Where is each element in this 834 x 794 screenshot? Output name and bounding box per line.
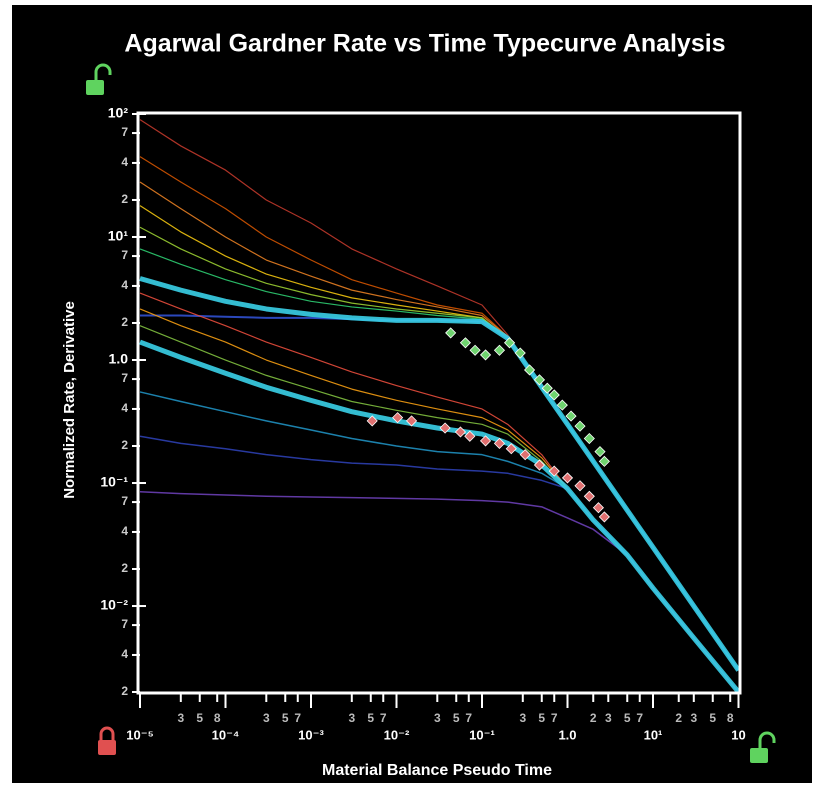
x-tick-label: 3 — [263, 711, 270, 725]
x-tick-label: 8 — [727, 711, 734, 725]
x-tick-label: 10⁻³ — [298, 727, 324, 742]
x-tick-label: 5 — [196, 711, 203, 725]
data-point — [594, 446, 606, 458]
typecurve — [139, 276, 740, 672]
x-tick-label: 7 — [380, 711, 387, 725]
data-point — [464, 430, 476, 442]
data-point — [445, 327, 457, 339]
y-tick-label: 7 — [121, 617, 128, 631]
lock-icon-top[interactable] — [86, 63, 112, 95]
x-tick-label: 10⁻¹ — [469, 727, 495, 742]
x-tick-label: 5 — [282, 711, 289, 725]
x-tick-label: 10¹ — [644, 727, 663, 742]
x-tick-label: 5 — [709, 711, 716, 725]
data-point — [565, 410, 577, 422]
data-point — [583, 490, 595, 502]
y-tick-label: 2 — [121, 192, 128, 206]
y-tick-label: 10² — [108, 105, 129, 121]
y-tick-label: 2 — [121, 561, 128, 575]
y-tick-label: 4 — [121, 524, 128, 538]
y-tick-label: 10⁻¹ — [100, 474, 128, 490]
data-point — [533, 459, 546, 471]
x-tick-label: 1.0 — [558, 727, 576, 742]
y-tick-label: 4 — [121, 647, 128, 661]
data-point — [598, 511, 610, 523]
data-point — [583, 432, 595, 445]
data-point — [519, 449, 531, 461]
data-point — [405, 415, 418, 427]
x-tick-label: 10⁻⁴ — [212, 727, 240, 742]
y-tick-label: 4 — [121, 278, 128, 292]
plot-area — [139, 119, 740, 693]
y-tick-label: 2 — [121, 438, 128, 452]
x-tick-label: 8 — [214, 711, 221, 725]
data-point — [548, 465, 560, 477]
x-tick-label: 7 — [636, 711, 643, 725]
data-point — [505, 443, 517, 455]
data-point — [503, 337, 516, 349]
x-tick-label: 10 — [731, 727, 745, 742]
x-tick-label: 2 — [675, 711, 682, 725]
data-point — [556, 399, 568, 411]
data-point — [514, 347, 526, 359]
y-tick-label: 10¹ — [108, 228, 129, 244]
y-tick-label: 4 — [121, 401, 128, 415]
x-tick-label: 3 — [690, 711, 697, 725]
data-point — [523, 364, 536, 376]
data-point — [574, 420, 586, 432]
data-point — [479, 349, 492, 361]
data-point — [469, 344, 481, 356]
x-tick-label: 3 — [348, 711, 355, 725]
data-point — [574, 480, 586, 492]
lock-icon-bottom-right[interactable] — [750, 731, 776, 763]
data-point — [548, 389, 560, 401]
y-tick-label: 2 — [121, 684, 128, 698]
data-point — [493, 437, 506, 449]
data-point — [459, 337, 471, 349]
y-tick-label: 7 — [121, 371, 128, 385]
x-tick-label: 10⁻² — [384, 727, 410, 742]
x-tick-label: 7 — [465, 711, 472, 725]
data-point — [454, 426, 467, 438]
data-point — [533, 374, 546, 386]
x-tick-label: 5 — [624, 711, 631, 725]
data-point — [439, 422, 451, 434]
y-tick-label: 1.0 — [109, 351, 129, 367]
x-tick-label: 3 — [434, 711, 441, 725]
data-point — [479, 435, 492, 447]
data-point — [366, 415, 378, 427]
data-point — [493, 344, 506, 356]
x-tick-label: 5 — [453, 711, 460, 725]
y-tick-label: 4 — [121, 155, 128, 169]
x-tick-label: 3 — [177, 711, 184, 725]
plot-frame — [136, 111, 742, 695]
x-tick-label: 3 — [519, 711, 526, 725]
data-point — [541, 382, 553, 394]
background — [12, 5, 812, 783]
x-axis-label: Material Balance Pseudo Time — [322, 762, 552, 779]
x-tick-label: 10⁻⁵ — [126, 727, 153, 742]
y-tick-label: 7 — [121, 248, 128, 262]
y-axis-label: Normalized Rate, Derivative — [61, 301, 78, 499]
x-tick-label: 7 — [294, 711, 301, 725]
lock-icon-bottom-left[interactable] — [98, 726, 116, 755]
x-tick-label: 7 — [551, 711, 558, 725]
x-tick-label: 3 — [605, 711, 612, 725]
data-point — [392, 412, 404, 424]
data-point — [598, 455, 610, 467]
data-point — [592, 502, 604, 514]
y-tick-label: 10⁻² — [100, 597, 128, 613]
data-point — [561, 472, 574, 484]
x-tick-label: 5 — [538, 711, 545, 725]
y-tick-label: 2 — [121, 315, 128, 329]
x-tick-label: 5 — [367, 711, 374, 725]
y-tick-label: 7 — [121, 125, 128, 139]
chart-title: Agarwal Gardner Rate vs Time Typecurve A… — [124, 30, 725, 58]
typecurve — [139, 339, 740, 693]
y-tick-label: 7 — [121, 494, 128, 508]
x-tick-label: 2 — [590, 711, 597, 725]
